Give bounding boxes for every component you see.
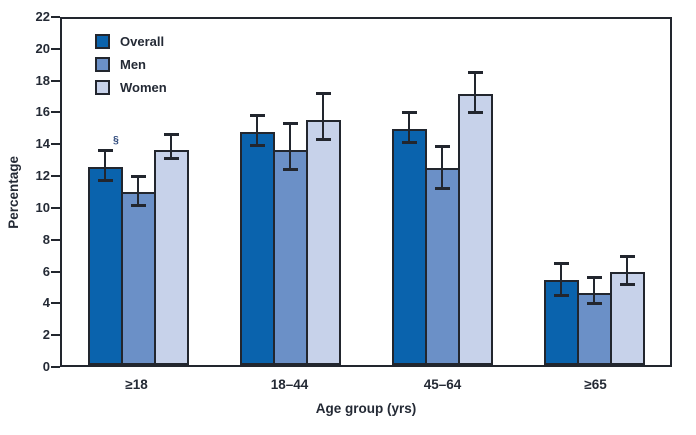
- bar-women-2: [457, 94, 493, 365]
- y-tick-label: 12: [35, 168, 50, 184]
- y-tick: [51, 302, 60, 305]
- bar-overall-0: [87, 166, 123, 365]
- y-tick-label: 18: [35, 72, 50, 88]
- error-bar-stem-overall-2: [407, 111, 411, 144]
- error-bar-stem-overall-3: [559, 262, 563, 296]
- y-tick: [51, 175, 60, 178]
- bar-men-0: [120, 192, 156, 365]
- legend-label-men: Men: [120, 57, 146, 72]
- y-tick-label: 0: [42, 359, 50, 374]
- legend-item-women: Women: [95, 76, 167, 99]
- legend-label-overall: Overall: [120, 34, 165, 49]
- legend-label-women: Women: [120, 80, 167, 95]
- error-bar-stem-men-0: [136, 176, 140, 207]
- x-tick-label-0: ≥18: [125, 377, 148, 392]
- y-tick-label: 20: [35, 40, 50, 56]
- error-bar-cap-top-men-1: [282, 121, 298, 125]
- y-tick: [51, 238, 60, 241]
- y-tick: [51, 16, 60, 18]
- error-bar-cap-bottom-men-3: [586, 301, 602, 305]
- y-tick-label: 8: [42, 231, 50, 247]
- error-bar-cap-bottom-women-1: [315, 138, 331, 142]
- bar-women-0: [153, 149, 189, 365]
- error-bar-stem-overall-0: [103, 149, 107, 181]
- legend-swatch-men: [95, 57, 110, 72]
- error-bar-stem-women-1: [321, 92, 325, 141]
- y-tick: [51, 79, 60, 82]
- error-bar-stem-women-3: [625, 256, 629, 285]
- error-bar-cap-top-women-2: [467, 71, 483, 75]
- error-bar-cap-bottom-women-0: [163, 156, 179, 160]
- error-bar-cap-top-men-0: [130, 175, 146, 179]
- x-tick-label-1: 18–44: [270, 377, 309, 392]
- error-bar-cap-bottom-overall-1: [249, 144, 265, 148]
- error-bar-cap-top-overall-0: [97, 148, 113, 152]
- error-bar-stem-women-2: [473, 72, 477, 114]
- error-bar-cap-top-men-3: [586, 275, 602, 279]
- y-tick: [51, 47, 60, 50]
- error-bar-cap-bottom-men-2: [434, 186, 450, 190]
- y-tick: [51, 334, 60, 337]
- legend-swatch-women: [95, 80, 110, 95]
- x-tick-label-3: ≥65: [584, 377, 607, 392]
- error-bar-cap-bottom-men-0: [130, 204, 146, 208]
- error-bar-cap-bottom-overall-0: [97, 178, 113, 182]
- error-bar-stem-men-1: [288, 122, 292, 170]
- y-tick: [51, 111, 60, 114]
- bar-overall-1: [239, 132, 275, 365]
- bar-women-3: [609, 272, 645, 365]
- error-bar-stem-overall-1: [255, 114, 259, 147]
- y-tick-label: 16: [35, 104, 50, 120]
- y-tick-label: 6: [42, 263, 50, 279]
- plot-area: §: [60, 17, 672, 367]
- error-bar-cap-top-overall-2: [401, 110, 417, 114]
- y-tick: [51, 206, 60, 209]
- error-bar-cap-top-overall-3: [553, 261, 569, 265]
- error-bar-cap-top-women-3: [619, 255, 635, 259]
- legend: Overall Men Women: [95, 30, 167, 99]
- error-bar-cap-top-overall-1: [249, 113, 265, 117]
- bar-men-2: [424, 168, 460, 365]
- y-tick-label: 22: [35, 9, 50, 24]
- y-tick-label: 2: [42, 327, 50, 343]
- error-bar-cap-bottom-overall-2: [401, 141, 417, 145]
- error-bar-cap-bottom-overall-3: [553, 293, 569, 297]
- error-bar-cap-top-men-2: [434, 145, 450, 149]
- x-tick-label-2: 45–64: [423, 377, 462, 392]
- legend-swatch-overall: [95, 34, 110, 49]
- error-bar-cap-bottom-women-2: [467, 111, 483, 115]
- y-tick: [51, 366, 60, 368]
- y-tick: [51, 270, 60, 273]
- bar-men-1: [272, 149, 308, 365]
- y-axis-title-text: Percentage: [5, 155, 21, 229]
- bar-women-1: [305, 119, 341, 365]
- y-axis-title: Percentage: [4, 17, 22, 367]
- y-tick: [51, 143, 60, 146]
- y-tick-label: 14: [35, 136, 50, 152]
- error-bar-stem-men-2: [440, 146, 444, 189]
- x-axis-title: Age group (yrs): [315, 401, 417, 416]
- y-tick-label: 10: [35, 199, 50, 215]
- error-bar-cap-top-women-0: [163, 132, 179, 136]
- legend-item-overall: Overall: [95, 30, 167, 53]
- y-tick-label: 4: [42, 295, 50, 311]
- error-bar-cap-top-women-1: [315, 91, 331, 95]
- footnote-marker: §: [113, 133, 119, 146]
- error-bar-stem-men-3: [592, 276, 596, 304]
- error-bar-stem-women-0: [169, 133, 173, 159]
- legend-item-men: Men: [95, 53, 167, 76]
- error-bar-cap-bottom-women-3: [619, 282, 635, 286]
- error-bar-cap-bottom-men-1: [282, 167, 298, 171]
- bar-overall-2: [391, 129, 427, 365]
